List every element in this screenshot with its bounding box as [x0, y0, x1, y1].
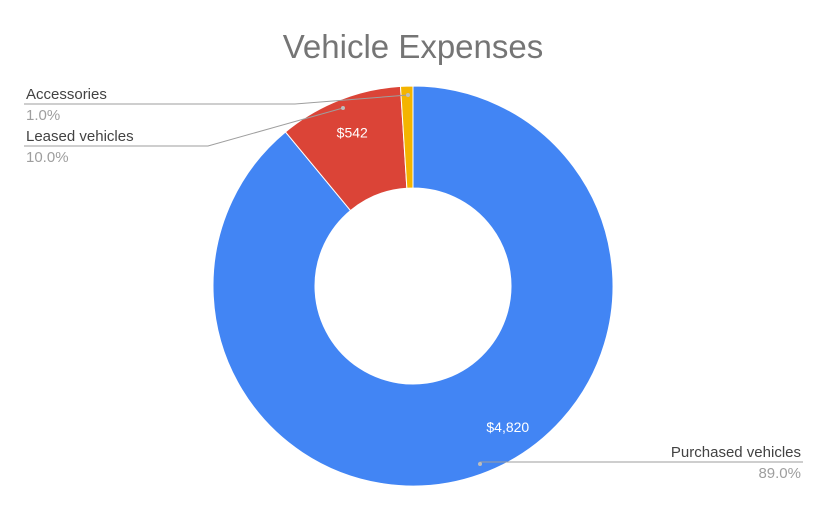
callout-percent-accessories: 1.0% [26, 107, 60, 124]
leader-line-purchased-vehicles [479, 461, 803, 464]
leader-dot-purchased-vehicles [478, 462, 482, 466]
chart-title: Vehicle Expenses [283, 28, 544, 65]
leader-dot-leased-vehicles [341, 106, 345, 110]
callout-percent-leased-vehicles: 10.0% [26, 149, 69, 166]
slice-purchased-vehicles[interactable] [212, 85, 614, 487]
slice-accessories[interactable] [399, 85, 414, 189]
leader-line-leased-vehicles [24, 107, 344, 147]
callout-percent-purchased-vehicles: 89.0% [758, 465, 801, 482]
value-label-leased-vehicles: $542 [337, 125, 368, 141]
labels-group: $4,820 $542 Accessories 1.0% Leased vehicles… [24, 86, 803, 482]
leader-dot-accessories [406, 93, 410, 97]
callout-name-purchased-vehicles: Purchased vehicles [671, 444, 801, 461]
callout-name-accessories: Accessories [26, 86, 107, 103]
leader-line-accessories [24, 94, 409, 105]
callout-name-leased-vehicles: Leased vehicles [26, 128, 134, 145]
value-label-purchased-vehicles: $4,820 [486, 419, 529, 435]
slices-group [212, 85, 614, 487]
